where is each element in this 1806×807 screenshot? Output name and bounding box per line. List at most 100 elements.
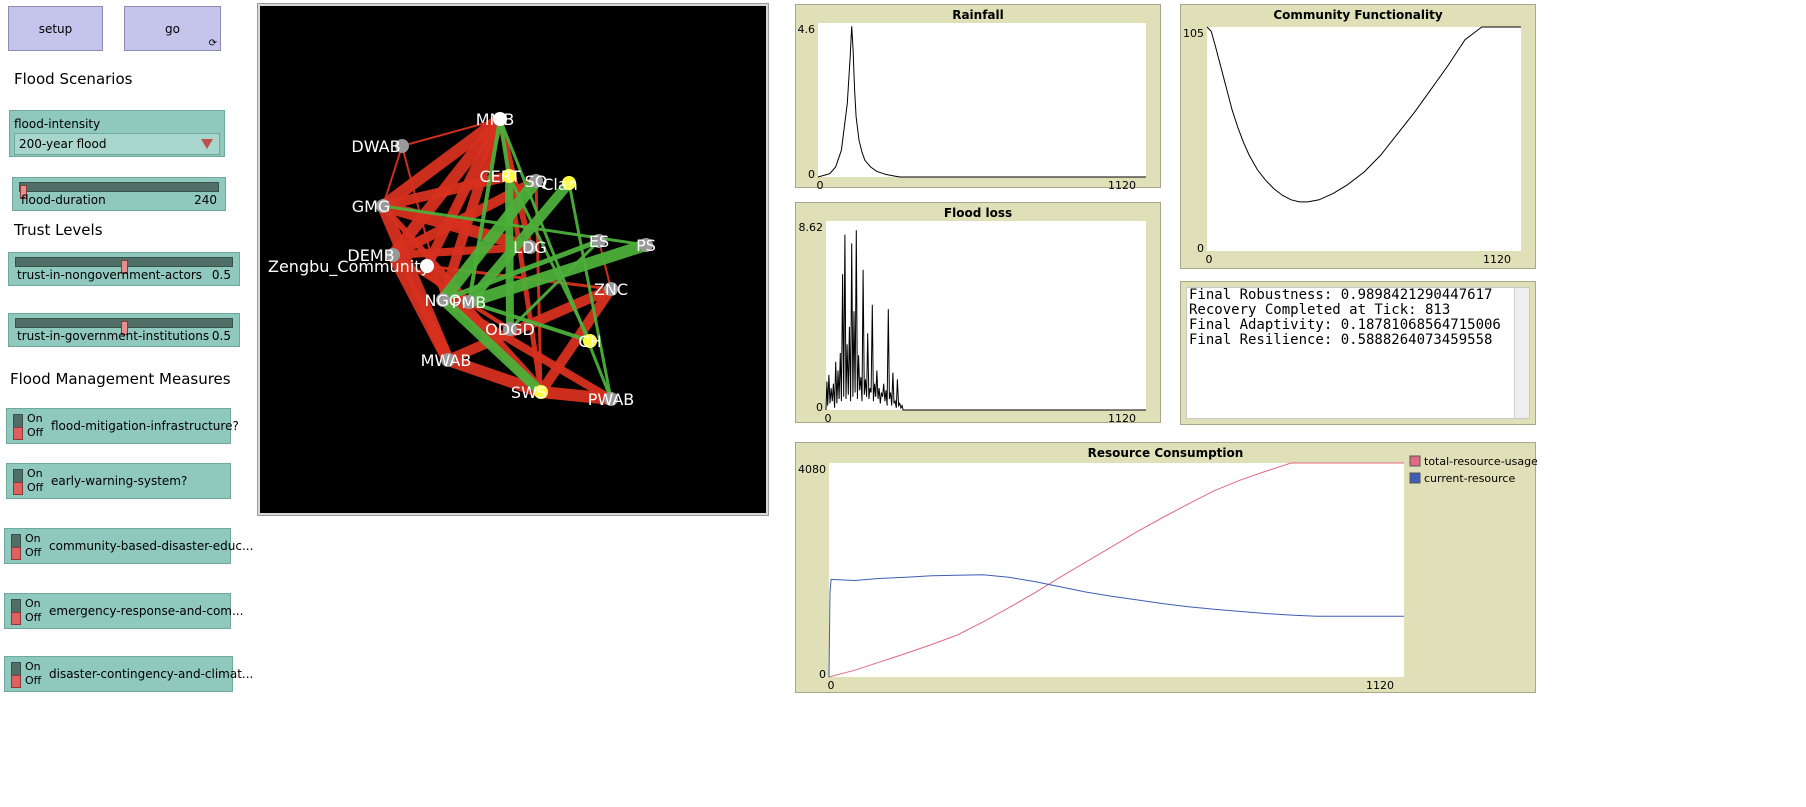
output-scrollbar[interactable] [1514,288,1529,418]
node-Clan [562,176,576,190]
link-Clan-PWAB [567,182,613,400]
setup-button[interactable]: setup [8,6,103,51]
resource-consumption-chart: 0 4080 0 1120 total-resource-usage current-re… [798,455,1537,692]
switch-label: emergency-response-and-com... [49,604,244,618]
node-label-CH: CH [578,332,601,351]
slider-value: 240 [194,193,217,207]
plot-title: Rainfall [952,8,1004,22]
node-label-PS: PS [636,236,656,255]
slider-handle[interactable] [121,321,128,335]
x-tick-label: 1120 [1366,679,1394,692]
switch-knob[interactable] [13,427,23,440]
switch-disaster-contingency[interactable]: On Off disaster-contingency-and-climat..… [4,656,253,692]
switch-knob[interactable] [11,612,21,625]
link-Zengbu_Community-ZNC [426,264,612,291]
node-ZNC [604,282,618,296]
slider-value: 0.5 [211,329,231,343]
switch-on-label: On [25,660,41,673]
node-SWS [534,385,548,399]
slider-name: flood-duration [21,193,106,207]
node-label-DEMB: DEMB [347,246,394,265]
x-tick-label: 0 [825,412,832,424]
chooser-label: flood-intensity [14,117,101,131]
slider-name: trust-in-government-institutions [17,329,210,343]
node-label-CERT: CERT [479,167,520,186]
switch-off-label: Off [25,611,42,624]
node-label-DWAB: DWAB [351,137,400,156]
switch-knob[interactable] [11,547,21,560]
plot-area [818,23,1146,177]
link-MWAB-SWS [446,354,543,398]
y-tick-label: 4.6 [798,23,816,36]
link-DEMB-MWAB [387,252,454,363]
flood-intensity-chooser[interactable]: flood-intensity 200-year flood [9,110,225,157]
slider-track[interactable] [15,257,233,274]
plot-title: Resource Consumption [1087,446,1244,460]
node-MWAB [441,353,455,367]
link-GMG-DWAB [382,145,403,207]
y-tick-label: 0 [816,401,823,414]
node-CERT [502,169,516,183]
switch-label: community-based-disaster-educ... [49,539,254,553]
output-line: Final Adaptivity: 0.18781068564715006 [1189,317,1501,333]
plot-title: Flood loss [943,206,1013,220]
switch-off-label: Off [25,546,42,559]
series-line-rainfall [817,26,1146,178]
node-ES [592,234,606,248]
legend-swatch [1409,455,1421,467]
y-tick-label: 0 [1197,242,1204,255]
node-DWAB [395,139,409,153]
switch-flood-mitigation[interactable]: On Off flood-mitigation-infrastructure? [6,408,239,444]
link-DWAB-NGO [401,145,444,301]
node-Zengbu_Community [420,259,434,273]
link-ZNC-SWS [536,286,616,395]
switch-knob[interactable] [13,482,23,495]
x-tick-label: 0 [1206,253,1213,266]
y-tick-label: 0 [808,168,815,181]
slider-track[interactable] [19,182,219,199]
x-tick-label: 1120 [1108,412,1136,424]
y-tick-label: 105 [1183,27,1204,40]
go-button[interactable]: go ⟳ [124,6,221,51]
plot-area [826,221,1146,410]
switch-early-warning[interactable]: On Off early-warning-system? [6,463,231,499]
rainfall-plot: Rainfall 0 4.6 0 1120 [795,4,1161,189]
go-button-label: go [165,21,180,36]
link-NGO-PWAB [440,296,614,403]
node-MMB [493,112,507,126]
community-functionality-chart: 0 105 0 1120 [1183,26,1521,266]
series-line-functionality [1206,26,1521,203]
output-line: Final Resilience: 0.5888264073459558 [1189,332,1493,348]
flood-duration-slider[interactable]: flood-duration 240 [12,177,226,211]
switch-knob[interactable] [11,675,21,688]
node-label-SWS: SWS [511,383,547,402]
output-area: Final Robustness: 0.9898421290447617 Rec… [1180,281,1536,425]
node-CH [583,334,597,348]
plot-area [1207,27,1521,251]
node-LDG [523,240,537,254]
node-label-NGO: NGO [425,291,462,310]
world-view[interactable]: MMB DWAB CERT SQ Clan GMG DEMB LDG ES PS Zengbu_Co… [257,3,769,516]
link-MMB-DWAB [401,118,501,147]
node-PWAB [604,392,618,406]
link-MMB-GMG [379,114,504,211]
trust-nongov-slider[interactable]: trust-in-nongovernment-actors 0.5 [8,252,240,286]
legend-label: current-resource [1424,472,1515,485]
x-tick-label: 1120 [1108,179,1136,189]
switch-emergency-response[interactable]: On Off emergency-response-and-com... [4,593,243,629]
switch-label: early-warning-system? [51,474,188,488]
node-PMB [462,295,476,309]
output-text-box[interactable]: Final Robustness: 0.9898421290447617 Rec… [1186,287,1530,419]
node-label-LDG: LDG [513,238,547,257]
slider-handle[interactable] [20,185,27,199]
trust-gov-slider[interactable]: trust-in-government-institutions 0.5 [8,313,240,347]
slider-handle[interactable] [121,260,128,274]
link-ES-ZNC [598,240,612,290]
switch-on-label: On [27,412,43,425]
slider-track[interactable] [15,318,233,335]
node-ODGD [503,322,517,336]
node-PS [639,238,653,252]
node-label-GMG: GMG [352,197,391,216]
chooser-value[interactable]: 200-year flood [14,133,220,155]
switch-community-education[interactable]: On Off community-based-disaster-educ... [4,528,253,564]
